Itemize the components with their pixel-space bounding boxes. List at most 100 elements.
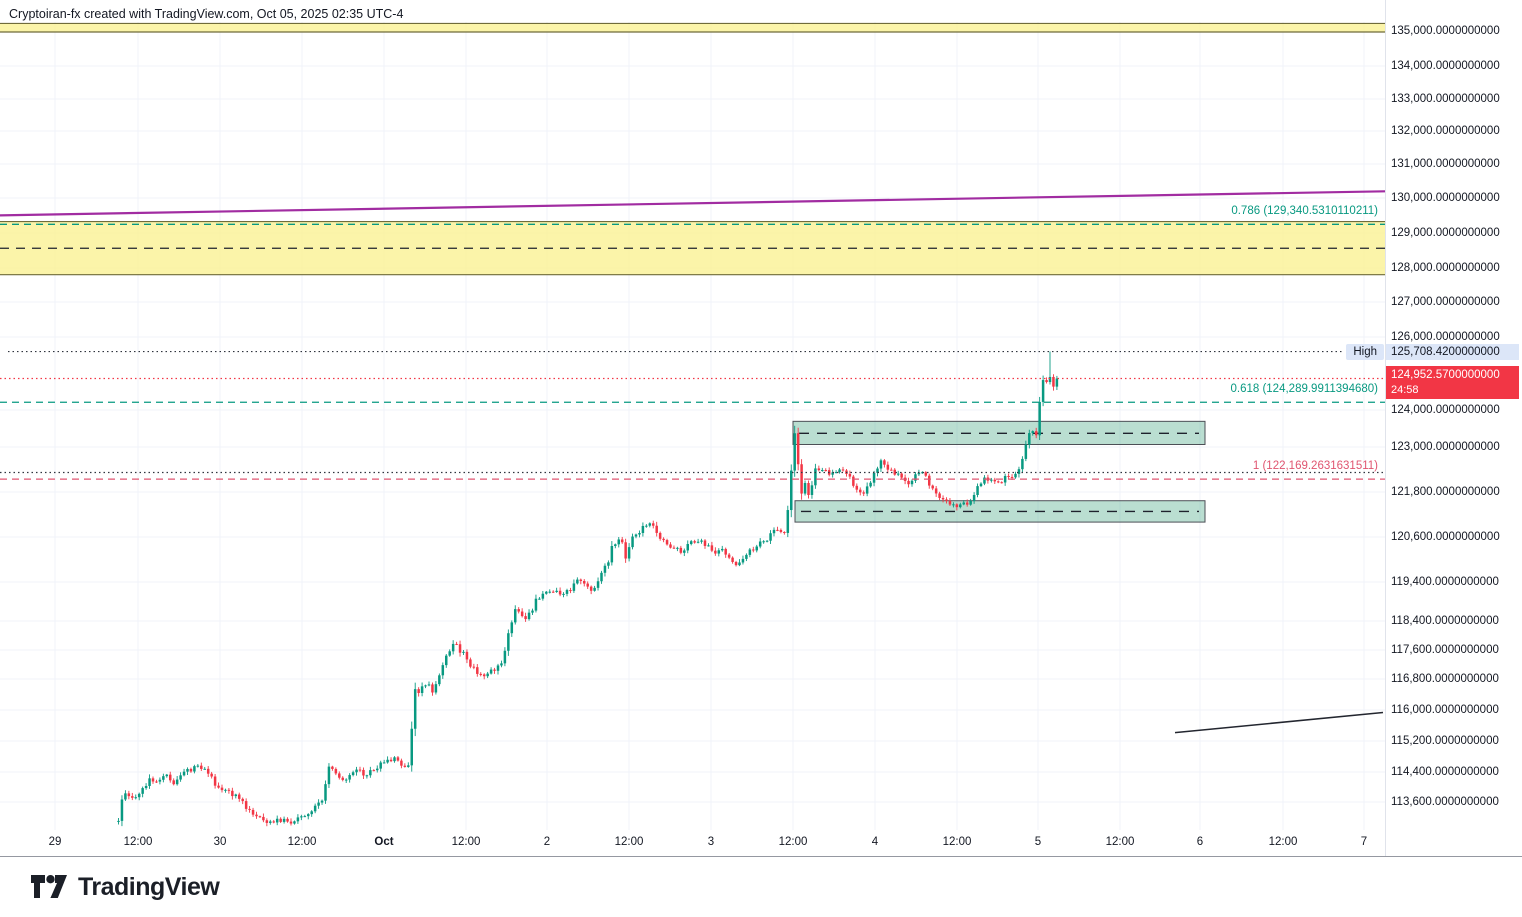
candle-up [765, 540, 769, 542]
candle-down [931, 485, 934, 489]
candle-down [807, 483, 810, 495]
candle-up [962, 502, 965, 505]
candle-down [724, 548, 727, 555]
candle-down [238, 794, 241, 799]
candle-down [589, 586, 593, 591]
tradingview-logo[interactable]: TradingView [30, 872, 220, 902]
candle-down [362, 769, 365, 776]
candle-up [507, 633, 510, 651]
last-price: 124,952.5700000000 [1391, 369, 1500, 381]
candle-up [303, 816, 307, 818]
candle-down [558, 590, 562, 595]
candle-up [627, 547, 631, 559]
candle-up [596, 581, 600, 588]
price-axis-label: 134,000.0000000000 [1391, 60, 1500, 72]
candle-down [472, 666, 476, 668]
candle-down [620, 539, 624, 543]
candle-up [282, 818, 286, 822]
candle-down [672, 547, 676, 549]
yellow-band-1[interactable] [0, 220, 1385, 276]
time-axis-label: 12:00 [123, 836, 153, 848]
candle-up [424, 685, 427, 687]
candle-down [248, 808, 251, 810]
candle-up [793, 433, 796, 471]
candle-up [182, 771, 186, 776]
candle-down [389, 759, 393, 762]
candle-down [655, 525, 658, 533]
candle-down [669, 544, 672, 548]
candle-up [683, 550, 686, 553]
price-axis-label: 120,600.0000000000 [1391, 531, 1500, 543]
candle-down [217, 785, 220, 788]
candle-up [814, 468, 817, 486]
candle-up [186, 768, 189, 772]
time-axis-label: 7 [1360, 836, 1368, 848]
price-axis-label: 119,400.0000000000 [1391, 576, 1499, 588]
purple-trendline[interactable] [0, 190, 1386, 217]
candle-up [175, 779, 179, 785]
candle-down [855, 485, 859, 490]
candle-up [865, 486, 869, 494]
candle-up [769, 533, 772, 541]
price-axis-label: 121,800.0000000000 [1391, 486, 1500, 498]
black-trendline[interactable] [1174, 711, 1384, 734]
candle-up [700, 540, 703, 542]
candle-up [1048, 376, 1052, 383]
candle-down [455, 643, 458, 645]
candle-up [983, 477, 986, 484]
candle-down [817, 468, 821, 471]
candle-up [348, 775, 351, 780]
candle-up [489, 669, 493, 674]
candle-up [134, 797, 137, 799]
candle-up [410, 728, 413, 766]
candle-up [689, 541, 693, 545]
candle-up [310, 811, 313, 815]
time-axis-label: 2 [543, 836, 551, 848]
candle-up [717, 550, 721, 554]
candle-up [762, 541, 765, 543]
candle-down [200, 765, 203, 769]
candle-up [876, 468, 879, 473]
candle-down [624, 542, 627, 559]
candle-down [210, 773, 213, 777]
candle-up [614, 544, 617, 547]
candle-down [862, 492, 865, 494]
candle-up [486, 673, 489, 677]
candle-up [275, 818, 279, 823]
price-axis-label: 126,000.0000000000 [1391, 331, 1500, 343]
candle-up [748, 549, 752, 555]
candle-up [496, 665, 500, 671]
candle-down [1007, 475, 1010, 477]
candle-down [907, 480, 910, 485]
candle-down [151, 778, 155, 782]
candle-up [203, 768, 206, 770]
candle-up [434, 684, 438, 693]
candle-up [313, 805, 317, 812]
supply-zone[interactable] [792, 420, 1206, 445]
candle-up [607, 562, 610, 566]
candle-up [921, 472, 924, 474]
time-axis-label: 12:00 [942, 836, 972, 848]
yellow-band-0[interactable] [0, 22, 1385, 33]
candle-up [990, 479, 993, 481]
candle-down [665, 540, 669, 545]
candle-up [382, 762, 386, 764]
demand-zone[interactable] [794, 500, 1206, 523]
candle-down [403, 765, 407, 767]
candle-up [686, 544, 689, 551]
high-chip: High [1346, 344, 1384, 360]
candle-down [469, 659, 472, 667]
candle-down [131, 796, 134, 798]
candle-down [331, 766, 334, 769]
candle-down [417, 689, 420, 694]
time-axis-label: 12:00 [614, 836, 644, 848]
candle-up [821, 469, 824, 471]
candle-up [1038, 401, 1041, 436]
candle-up [562, 593, 565, 595]
candle-down [155, 781, 158, 783]
candles [117, 351, 1059, 827]
candle-down [493, 669, 496, 671]
candle-up [296, 817, 300, 822]
